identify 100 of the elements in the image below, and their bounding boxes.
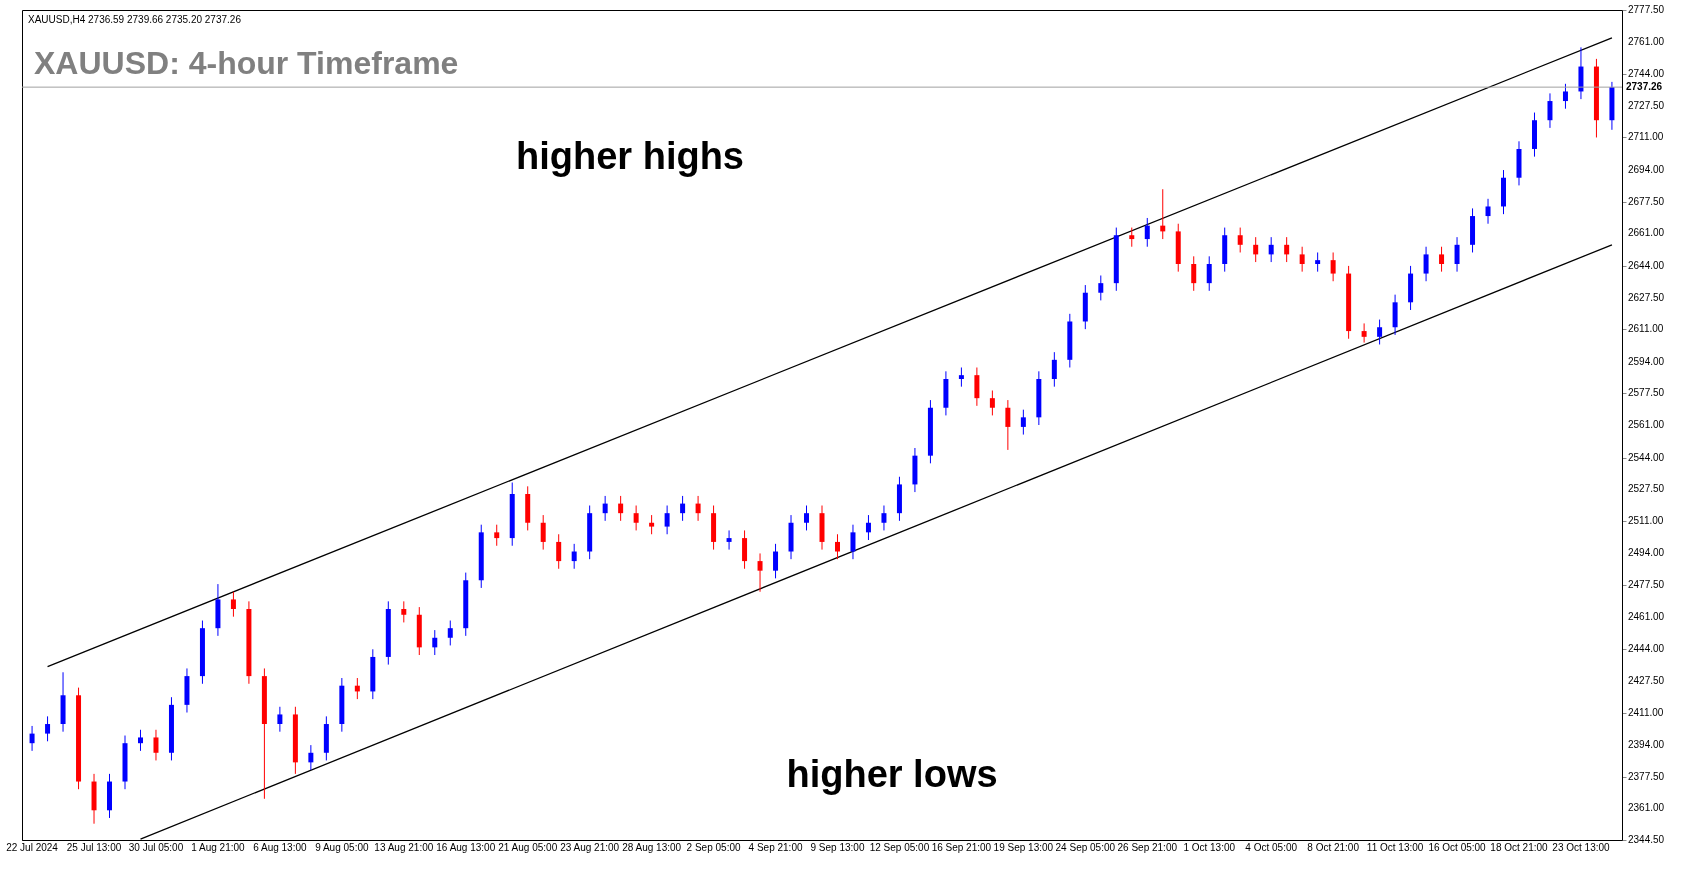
text: XAUUSD: 4-hour Timeframe	[34, 45, 459, 81]
candlestick	[1268, 236, 1274, 263]
y-tick-label: 2577.50	[1628, 387, 1665, 399]
candlestick	[277, 706, 283, 733]
candlestick	[401, 600, 407, 623]
candlestick	[850, 524, 856, 560]
candlestick	[1129, 227, 1135, 248]
candlestick	[1206, 255, 1212, 292]
y-tick-label: 2444.00	[1628, 643, 1665, 655]
x-tick-label: 8 Oct 21:00	[1307, 841, 1360, 853]
candlestick	[602, 495, 608, 522]
x-tick-label: 22 Jul 2024	[6, 841, 59, 853]
y-tick-label: 2627.50	[1628, 291, 1665, 303]
x-tick-label: 1 Aug 21:00	[191, 841, 246, 853]
candlestick	[881, 505, 887, 531]
y-tick-label: 2761.00	[1628, 35, 1665, 47]
candlestick	[680, 495, 686, 522]
candlestick	[1377, 319, 1383, 345]
candlestick	[1454, 236, 1460, 273]
y-tick-label: 2361.00	[1628, 802, 1665, 814]
x-tick-label: 9 Aug 05:00	[315, 841, 369, 853]
x-tick-label: 16 Sep 21:00	[931, 841, 992, 853]
y-tick-label: 2511.00	[1628, 514, 1664, 526]
candlestick	[1005, 399, 1011, 451]
candlestick	[1439, 246, 1445, 273]
x-tick-label: 25 Jul 13:00	[66, 841, 122, 853]
y-tick-label: 2561.00	[1628, 419, 1665, 430]
candlestick	[1423, 246, 1429, 282]
x-tick-label: 21 Aug 05:00	[498, 841, 558, 853]
x-tick-label: 2 Sep 05:00	[686, 841, 741, 853]
candlestick	[308, 744, 314, 771]
y-tick-label: 2727.50	[1628, 99, 1665, 111]
candlestick	[649, 514, 655, 535]
candlestick	[773, 543, 779, 579]
x-tick-label: 16 Aug 13:00	[436, 841, 496, 853]
candlestick	[1330, 251, 1336, 282]
x-tick-label: 1 Oct 13:00	[1183, 841, 1236, 853]
ref-line-label: 2737.26	[1626, 81, 1663, 93]
candlestick	[571, 543, 577, 570]
candlestick	[137, 729, 143, 752]
candlestick	[1562, 83, 1568, 110]
candlestick	[1547, 92, 1553, 129]
y-tick-label: 2477.50	[1628, 579, 1665, 591]
x-tick-label: 18 Oct 21:00	[1490, 841, 1549, 853]
candlestick	[664, 505, 670, 535]
y-tick-label: 2777.50	[1628, 4, 1665, 15]
candlestick	[1253, 236, 1259, 263]
annotation: higher highs	[516, 135, 744, 177]
candlestick	[834, 533, 840, 560]
x-tick-label: 16 Oct 05:00	[1428, 841, 1487, 853]
candlestick	[1315, 251, 1321, 273]
x-tick-label: 26 Sep 21:00	[1117, 841, 1178, 853]
y-tick-label: 2744.00	[1628, 68, 1665, 80]
x-tick-label: 23 Oct 13:00	[1552, 841, 1611, 853]
candlestick	[757, 552, 763, 593]
candlestick	[989, 390, 995, 416]
candlestick	[726, 529, 732, 551]
candlestick	[804, 505, 810, 531]
y-tick-label: 2594.00	[1628, 355, 1665, 367]
candlestick	[1051, 351, 1057, 388]
candlestick	[540, 514, 546, 551]
x-tick-label: 19 Sep 13:00	[993, 841, 1054, 853]
y-tick-label: 2677.50	[1628, 195, 1665, 207]
candlestick	[1237, 227, 1243, 253]
candlestick	[974, 366, 980, 407]
candlestick	[494, 524, 500, 547]
candlestick	[633, 505, 639, 531]
y-tick-label: 2661.00	[1628, 227, 1665, 239]
annotation: higher lows	[786, 753, 998, 795]
y-tick-label: 2711.00	[1628, 131, 1664, 143]
x-tick-label: 13 Aug 21:00	[374, 841, 434, 853]
x-tick-label: 4 Sep 21:00	[748, 841, 803, 853]
x-tick-label: 4 Oct 05:00	[1245, 841, 1298, 853]
candlestick	[1144, 217, 1150, 248]
y-tick-label: 2411.00	[1628, 706, 1664, 718]
candlestick	[1361, 322, 1367, 344]
candlestick	[865, 514, 871, 541]
candlestick	[1299, 246, 1305, 273]
x-tick-label: 6 Aug 13:00	[253, 841, 308, 853]
x-tick-label: 30 Jul 05:00	[128, 841, 184, 853]
x-tick-label: 9 Sep 13:00	[810, 841, 865, 853]
x-tick-label: 28 Aug 13:00	[622, 841, 682, 853]
candlestick	[742, 529, 748, 570]
candlestick	[29, 725, 35, 752]
candlestick	[695, 495, 701, 522]
candlestick	[1098, 274, 1104, 301]
candlestick	[958, 366, 964, 388]
candlestick	[432, 629, 438, 656]
candlestick	[230, 591, 236, 618]
y-tick-label: 2494.00	[1628, 547, 1665, 559]
y-tick-label: 2611.00	[1628, 323, 1664, 335]
y-tick-label: 2394.00	[1628, 739, 1665, 751]
x-tick-label: 24 Sep 05:00	[1055, 841, 1116, 853]
candlestick	[556, 533, 562, 570]
candlestick	[153, 729, 159, 761]
y-tick-label: 2344.50	[1628, 834, 1665, 845]
candlestick	[1191, 255, 1197, 292]
candlestick	[447, 620, 453, 646]
y-tick-label: 2527.50	[1628, 483, 1665, 495]
y-tick-label: 2694.00	[1628, 164, 1665, 176]
